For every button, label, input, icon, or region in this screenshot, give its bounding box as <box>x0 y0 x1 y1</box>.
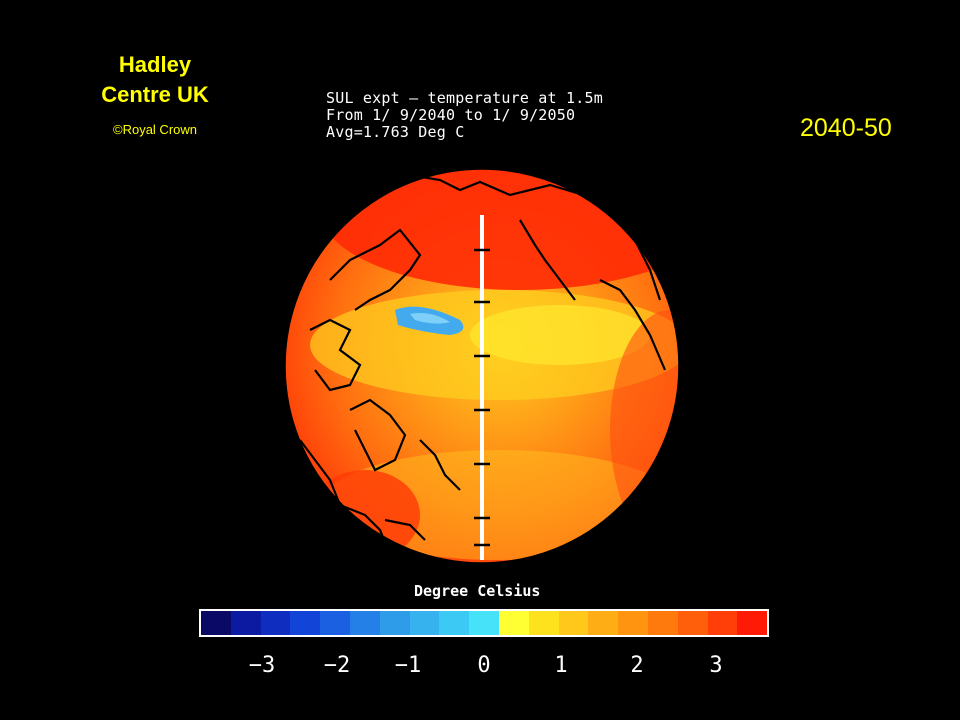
credit-line-1: Hadley <box>118 52 192 77</box>
color-swatch <box>558 611 589 635</box>
color-swatch <box>737 611 768 635</box>
color-swatch <box>528 611 559 635</box>
color-swatch <box>439 611 470 635</box>
color-swatch <box>618 611 648 635</box>
color-swatch <box>409 611 440 635</box>
color-scale-bar <box>199 609 769 637</box>
scale-tick-label: −2 <box>323 653 351 678</box>
color-swatch <box>290 611 321 635</box>
scale-tick-label: 2 <box>630 653 644 678</box>
legend-unit-label: Degree Celsius <box>414 582 541 600</box>
scale-tick-label: 0 <box>477 653 491 678</box>
color-swatch <box>349 611 380 635</box>
color-swatch <box>498 611 529 635</box>
color-swatch <box>379 611 410 635</box>
credit-block: Hadley Centre UK ©Royal Crown <box>55 50 255 137</box>
color-swatch <box>647 611 678 635</box>
scale-tick-label: 1 <box>554 653 568 678</box>
meridian-ticks <box>474 248 490 547</box>
color-swatch <box>677 611 708 635</box>
color-swatch <box>588 611 619 635</box>
map-title: SUL expt — temperature at 1.5m From 1/ 9/… <box>326 90 603 141</box>
color-swatch <box>230 611 261 635</box>
color-swatch <box>260 611 291 635</box>
map-title-line-2: From 1/ 9/2040 to 1/ 9/2050 <box>326 106 576 124</box>
scale-tick-label: −1 <box>394 653 422 678</box>
map-title-line-3: Avg=1.763 Deg C <box>326 123 465 141</box>
color-swatch <box>201 611 231 635</box>
color-swatch <box>707 611 738 635</box>
coastlines <box>299 173 667 556</box>
color-swatch <box>469 611 499 635</box>
credit-line-2: Centre UK <box>101 82 209 107</box>
scale-tick-label: −3 <box>248 653 276 678</box>
globe-outline <box>284 168 680 564</box>
color-swatch <box>320 611 350 635</box>
copyright-label: ©Royal Crown <box>113 122 197 137</box>
temperature-field <box>299 169 679 560</box>
map-title-line-1: SUL expt — temperature at 1.5m <box>326 89 603 107</box>
period-label: 2040-50 <box>800 114 892 142</box>
scale-tick-label: 3 <box>709 653 723 678</box>
globe-map <box>284 168 680 564</box>
